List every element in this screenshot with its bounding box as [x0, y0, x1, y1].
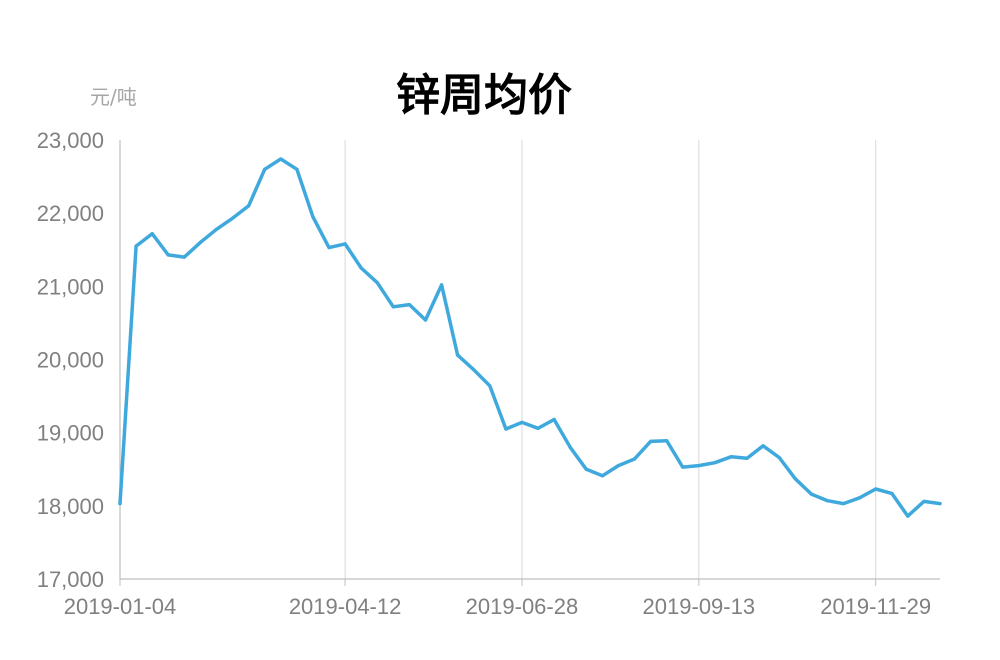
data-point — [134, 244, 138, 248]
axes — [119, 140, 940, 580]
y-axis-unit-label: 元/吨 — [90, 85, 137, 109]
series-group — [118, 157, 942, 518]
data-point — [166, 253, 170, 257]
chart-title: 锌周均价 — [396, 70, 572, 121]
data-point — [632, 457, 637, 461]
data-point — [665, 439, 669, 443]
data-point — [407, 303, 412, 307]
data-point — [311, 215, 315, 219]
data-point — [681, 465, 685, 469]
data-point — [729, 455, 733, 459]
data-point — [825, 499, 830, 503]
data-point — [472, 368, 476, 372]
y-tick-label: 20,000 — [37, 348, 104, 373]
y-tick-label: 19,000 — [37, 421, 104, 446]
y-tick-label: 17,000 — [37, 567, 104, 592]
data-point — [295, 167, 299, 171]
data-point — [504, 427, 508, 431]
x-tick-label: 2019-01-04 — [64, 594, 177, 619]
data-point — [439, 283, 444, 287]
data-point — [150, 232, 154, 236]
data-point — [922, 499, 926, 504]
x-tick-label: 2019-04-12 — [289, 594, 402, 619]
data-point — [520, 420, 524, 425]
data-point — [713, 461, 717, 465]
data-point — [182, 255, 186, 259]
y-tick-label: 21,000 — [37, 274, 104, 299]
data-point — [456, 353, 460, 357]
data-point — [584, 467, 588, 471]
data-point — [745, 456, 749, 460]
data-point — [327, 245, 331, 250]
data-point — [777, 455, 781, 460]
data-point — [198, 240, 202, 245]
data-point — [214, 227, 219, 231]
x-tick-label: 2019-11-29 — [820, 594, 931, 619]
y-tick-label: 22,000 — [37, 201, 104, 226]
data-point — [809, 492, 813, 496]
data-point — [391, 305, 395, 309]
x-tick-label: 2019-09-13 — [643, 594, 756, 619]
data-point — [279, 157, 283, 161]
data-point — [359, 266, 363, 270]
zinc-price-line — [118, 157, 942, 518]
data-point — [906, 514, 910, 518]
data-point — [874, 487, 878, 491]
data-point — [536, 426, 540, 430]
data-point — [423, 318, 428, 322]
data-point — [761, 444, 765, 448]
data-point — [343, 242, 347, 246]
data-point — [263, 167, 267, 171]
data-point — [568, 445, 572, 449]
data-point — [600, 474, 604, 478]
data-point — [616, 463, 621, 468]
data-point — [230, 216, 235, 220]
data-point — [118, 502, 122, 506]
data-point — [552, 417, 556, 422]
data-point — [375, 281, 379, 285]
y-tick-label: 18,000 — [37, 494, 104, 519]
x-tick-label: 2019-06-28 — [466, 594, 579, 619]
gridlines — [344, 140, 877, 579]
data-point — [247, 204, 251, 208]
data-point — [793, 477, 797, 481]
x-axis-ticks: 2019-01-04 2019-04-12 2019-06-28 2019-09-13… — [64, 579, 931, 619]
data-point — [648, 439, 653, 444]
data-point — [697, 463, 701, 468]
y-axis-ticks: 23,000 22,000 21,000 20,000 19,000 18,000 17,0… — [37, 128, 104, 592]
data-point — [938, 502, 942, 506]
data-point — [488, 384, 492, 388]
data-point — [858, 496, 862, 500]
data-point — [841, 502, 846, 506]
y-tick-label: 23,000 — [37, 128, 104, 153]
data-point — [890, 491, 894, 495]
